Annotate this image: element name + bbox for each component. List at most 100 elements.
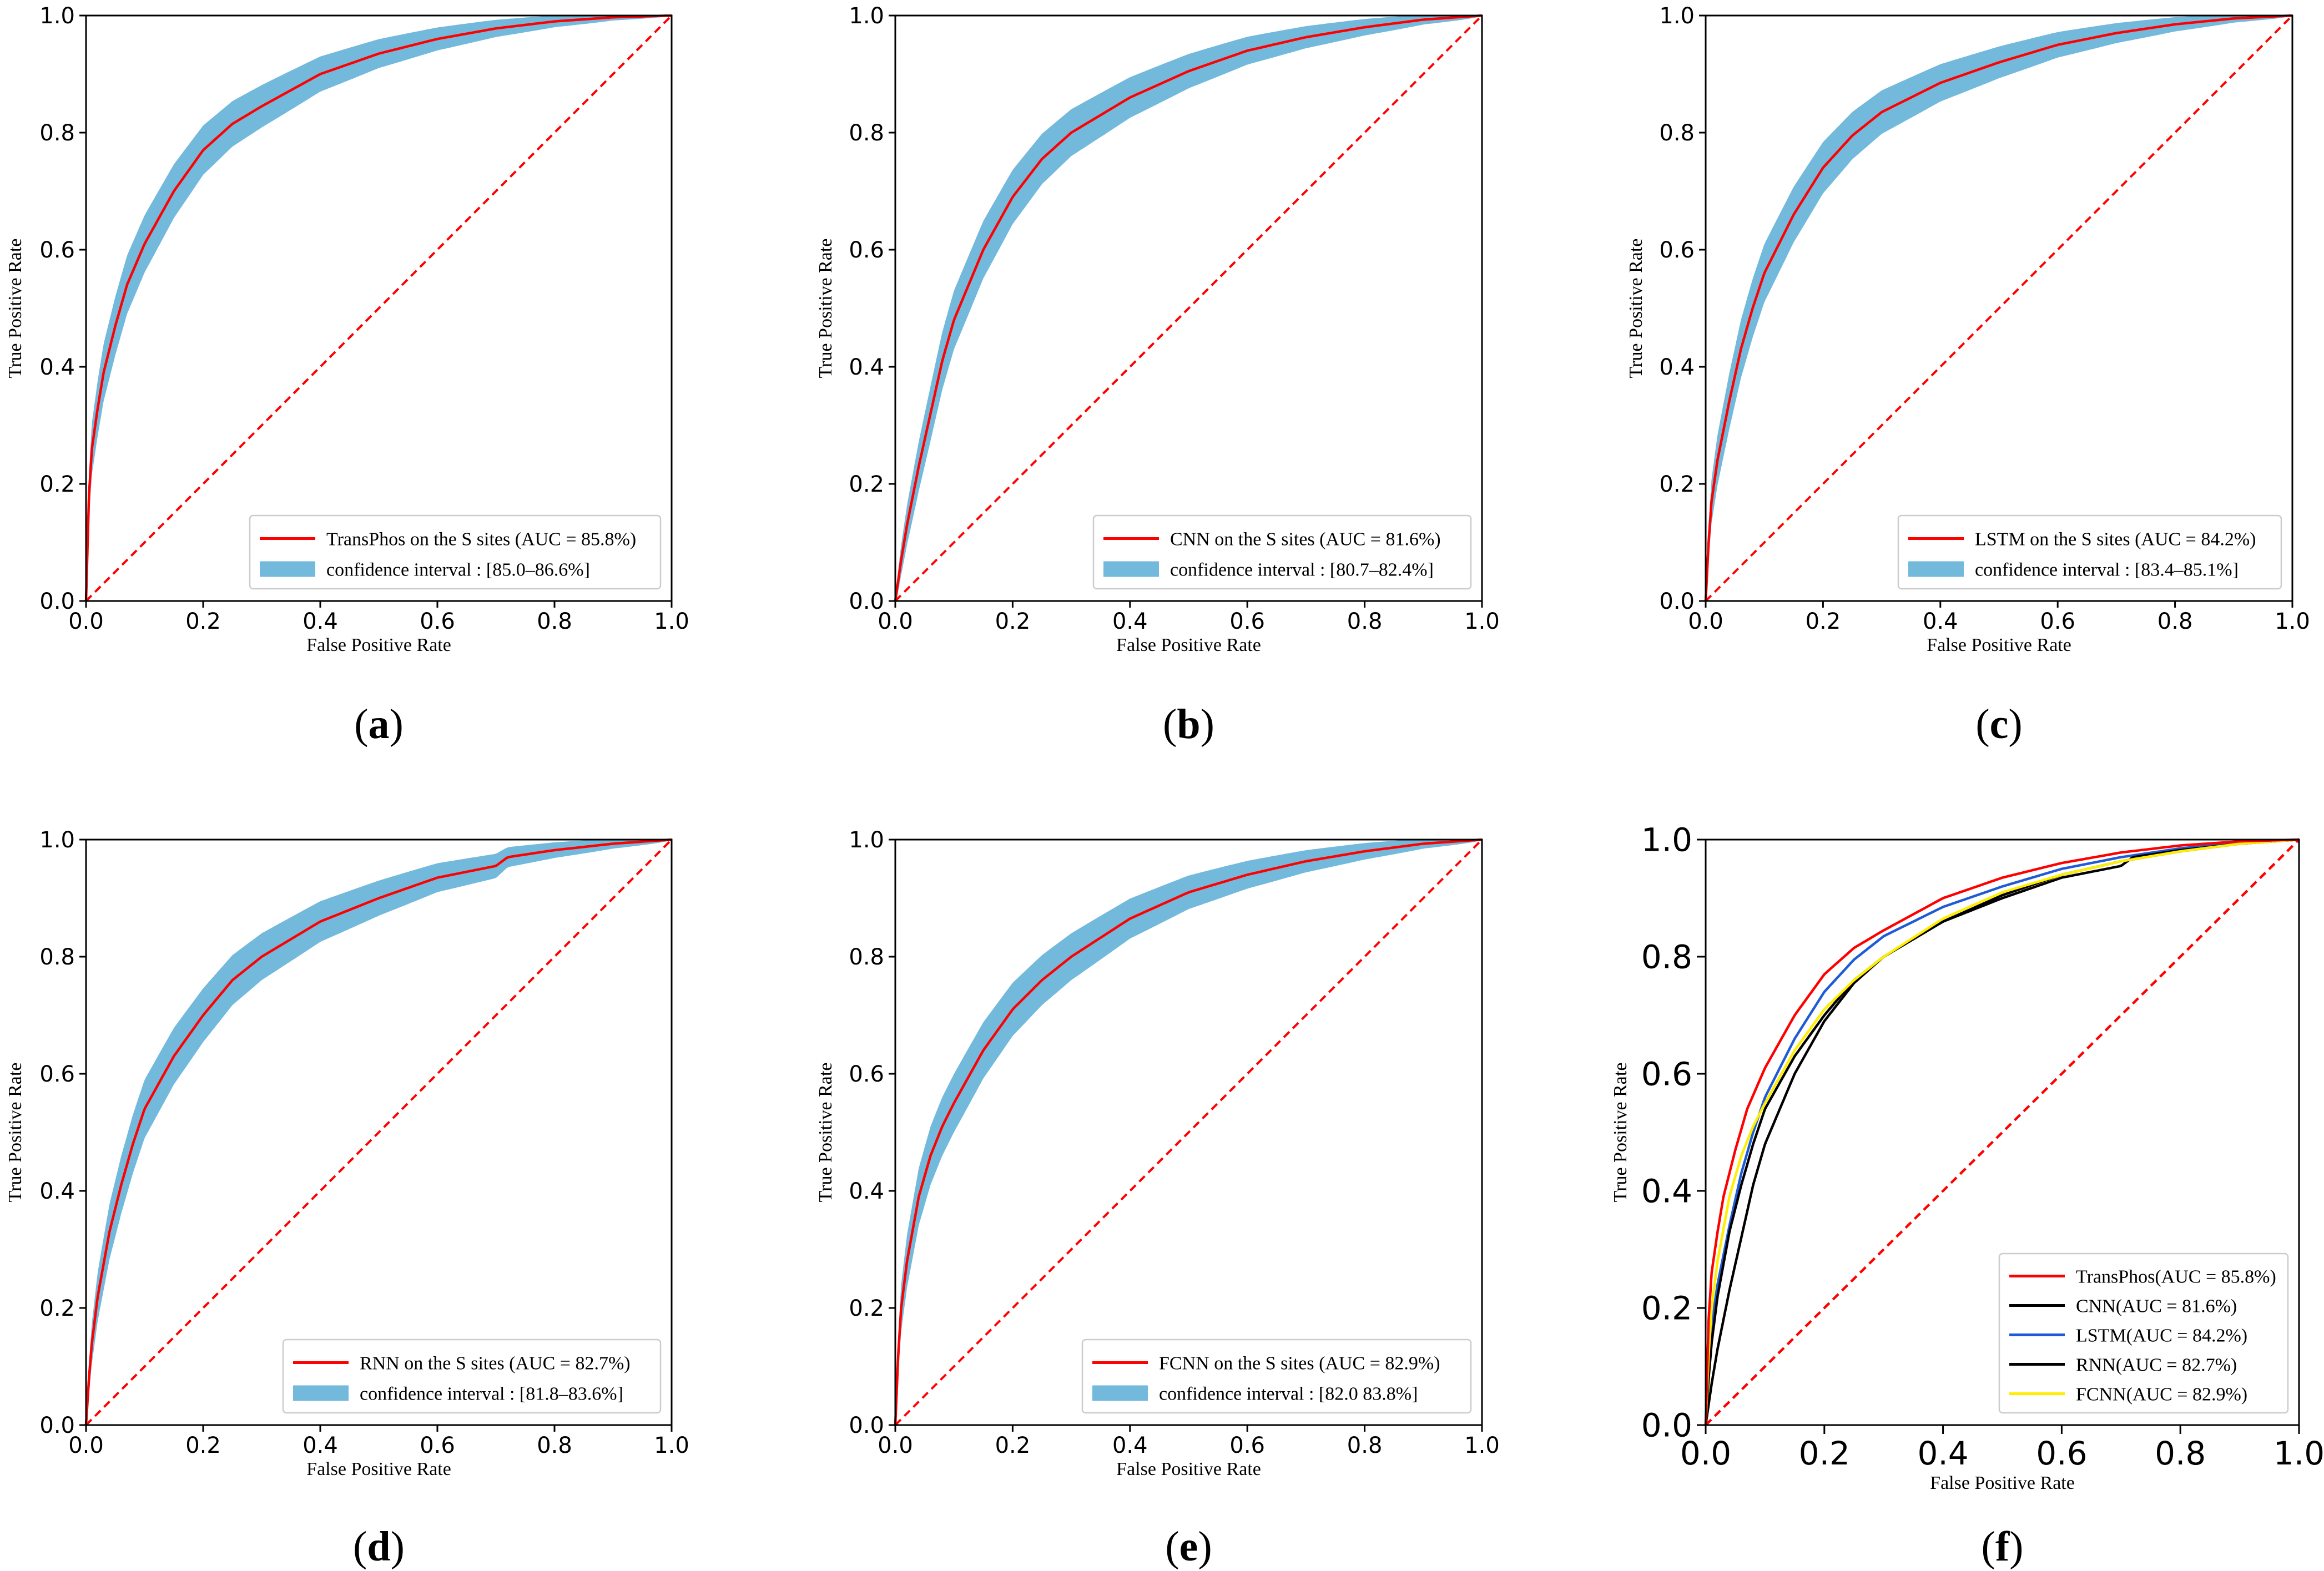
legend-entry-label-f: LSTM(AUC = 84.2%): [2076, 1326, 2247, 1346]
legend-swatch-band-e: [1092, 1385, 1148, 1401]
x-tick-label-c: 0.2: [1806, 609, 1841, 634]
x-tick-label-d: 0.4: [303, 1433, 338, 1458]
legend-frame-f: [1998, 1252, 2289, 1414]
legend-entry-label-b: CNN on the S sites (AUC = 81.6%): [1170, 529, 1441, 550]
axes-frame-b: [894, 14, 1483, 602]
y-tick-label-c: 0.6: [1659, 238, 1695, 263]
legend-frame-d: [282, 1338, 662, 1414]
y-tick-label-c: 0.2: [1659, 472, 1695, 497]
x-tick-label-f: 1.0: [2273, 1434, 2324, 1472]
y-tick-label-e: 0.6: [849, 1062, 884, 1087]
x-tick-label-c: 0.4: [1923, 609, 1958, 634]
legend-entry-label-e: FCNN on the S sites (AUC = 82.9%): [1159, 1353, 1440, 1374]
x-tick-label-d: 1.0: [654, 1433, 689, 1458]
y-tick-label-a: 0.2: [39, 472, 75, 497]
x-axis-label-d: False Positive Rate: [306, 1459, 451, 1479]
legend-entry-label-e: confidence interval : [82.0 83.8%]: [1159, 1384, 1418, 1405]
roc-curve-c-lstm: [1704, 14, 2293, 603]
y-tick-label-b: 0.8: [849, 120, 884, 146]
x-tick-label-f: 0.0: [1680, 1434, 1731, 1472]
legend-d: RNN on the S sites (AUC = 82.7%) confiden…: [282, 1338, 662, 1414]
axes-frame-c: [1705, 14, 2293, 602]
axes-frame-d: [85, 838, 673, 1426]
axes-frame-f: [1705, 838, 2300, 1426]
axes-frame-e: [894, 838, 1483, 1426]
chart-a: 0.0 0.2 0.4 0.6 0.8 1.0 0.0 0.2 0.4 0.6 0.8 1.0 Fals…: [5, 3, 689, 747]
y-tick-label-a: 0.0: [39, 589, 75, 614]
diagonal-reference-line-d: [85, 838, 673, 1426]
roc-curve-e-fcnn: [894, 838, 1483, 1427]
x-tick-label-f: 0.4: [1917, 1434, 1968, 1472]
x-tick-label-e: 0.4: [1112, 1433, 1148, 1458]
legend-c: LSTM on the S sites (AUC = 84.2%) confide…: [1897, 514, 2282, 590]
legend-entry-label-c: confidence interval : [83.4–85.1%]: [1975, 560, 2239, 580]
legend-entry-label-d: RNN on the S sites (AUC = 82.7%): [360, 1353, 631, 1374]
x-axis-label-f: False Positive Rate: [1930, 1473, 2075, 1493]
confidence-band-b: [895, 16, 1482, 601]
roc-curve-d-rnn: [84, 838, 672, 1427]
x-tick-label-c: 0.8: [2157, 609, 2193, 634]
panel-caption-b: (b): [1163, 701, 1214, 747]
y-axis-label-b: True Positive Rate: [815, 239, 836, 378]
plot-area-c: [1704, 14, 2293, 603]
x-tick-label-a: 0.0: [68, 609, 104, 634]
legend-entry-label-c: LSTM on the S sites (AUC = 84.2%): [1975, 529, 2256, 550]
x-tick-label-b: 0.0: [878, 609, 913, 634]
panel-caption-d: (d): [353, 1523, 405, 1570]
plot-area-a: [84, 14, 673, 603]
legend-frame-e: [1081, 1338, 1472, 1414]
y-tick-label-a: 1.0: [39, 3, 75, 29]
y-tick-label-e: 0.2: [849, 1296, 884, 1321]
chart-d: 0.0 0.2 0.4 0.6 0.8 1.0 0.0 0.2 0.4 0.6 0.8 1.0 Fals…: [5, 827, 689, 1570]
panel-caption-c: (c): [1975, 701, 2022, 747]
y-tick-label-d: 0.2: [39, 1296, 75, 1321]
legend-entry-label-b: confidence interval : [80.7–82.4%]: [1170, 560, 1434, 580]
y-tick-label-c: 1.0: [1659, 3, 1695, 29]
y-tick-label-f: 0.8: [1641, 938, 1692, 976]
x-axis-label-e: False Positive Rate: [1116, 1459, 1261, 1479]
y-tick-label-f: 0.2: [1641, 1289, 1692, 1327]
x-tick-label-a: 0.8: [537, 609, 572, 634]
x-tick-label-e: 0.6: [1229, 1433, 1265, 1458]
y-tick-label-a: 0.8: [39, 120, 75, 146]
y-tick-label-d: 0.6: [39, 1062, 75, 1087]
x-tick-label-d: 0.0: [68, 1433, 104, 1458]
y-tick-label-d: 0.0: [39, 1413, 75, 1438]
panel-caption-a: (a): [354, 701, 404, 747]
x-tick-label-b: 0.8: [1347, 609, 1383, 634]
plot-area-b: [894, 14, 1483, 603]
panel-caption-e: (e): [1165, 1523, 1212, 1570]
chart-e: 0.0 0.2 0.4 0.6 0.8 1.0 0.0 0.2 0.4 0.6 0.8 1.0 Fals…: [815, 827, 1500, 1570]
x-tick-label-c: 1.0: [2275, 609, 2310, 634]
legend-entry-label-d: confidence interval : [81.8–83.6%]: [360, 1384, 623, 1405]
y-tick-label-c: 0.4: [1659, 355, 1695, 380]
y-tick-label-b: 0.2: [849, 472, 884, 497]
y-axis-label-c: True Positive Rate: [1626, 239, 1646, 378]
x-axis-label-b: False Positive Rate: [1116, 635, 1261, 655]
legend-frame-a: [249, 514, 662, 590]
panel-caption-f: (f): [1982, 1523, 2024, 1570]
y-tick-label-f: 0.6: [1641, 1055, 1692, 1093]
x-tick-label-f: 0.6: [2036, 1434, 2087, 1472]
x-tick-label-b: 0.6: [1229, 609, 1265, 634]
x-tick-label-e: 0.8: [1347, 1433, 1383, 1458]
y-tick-label-e: 0.8: [849, 944, 884, 970]
y-tick-label-c: 0.0: [1659, 589, 1695, 614]
legend-entry-label-f: FCNN(AUC = 82.9%): [2076, 1385, 2247, 1405]
legend-swatch-band-a: [260, 561, 315, 577]
y-tick-label-f: 0.0: [1641, 1406, 1692, 1444]
confidence-band-d: [86, 840, 672, 1425]
legend-a: TransPhos on the S sites (AUC = 85.8%) co…: [249, 514, 662, 590]
legend-f: TransPhos(AUC = 85.8%) CNN(AUC = 81.6%) LS…: [1998, 1252, 2289, 1414]
plot-area-f: [1704, 838, 2300, 1427]
x-tick-label-d: 0.6: [420, 1433, 455, 1458]
y-axis-label-e: True Positive Rate: [815, 1063, 836, 1203]
y-tick-label-b: 0.0: [849, 589, 884, 614]
x-tick-label-e: 0.0: [878, 1433, 913, 1458]
x-tick-label-d: 0.8: [537, 1433, 572, 1458]
x-tick-label-b: 0.4: [1112, 609, 1148, 634]
x-axis-label-a: False Positive Rate: [306, 635, 451, 655]
y-tick-label-f: 0.4: [1641, 1172, 1692, 1210]
roc-curve-f-lstm: [1704, 838, 2300, 1427]
